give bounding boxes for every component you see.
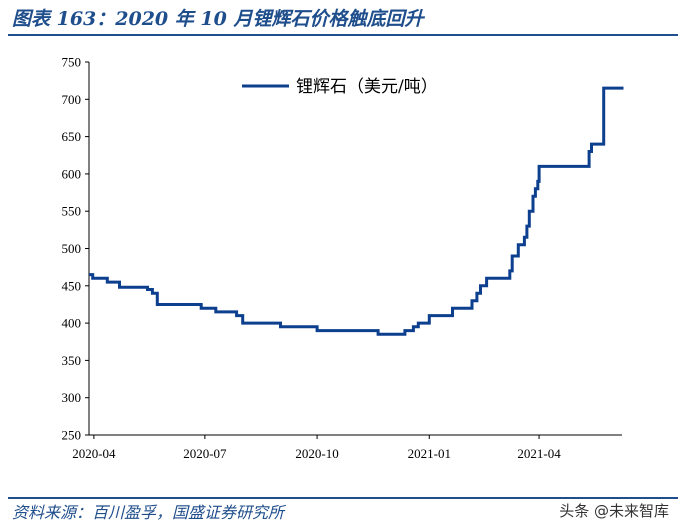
- title-rule: [8, 34, 678, 36]
- x-tick-label: 2020-10: [295, 446, 338, 461]
- chart-ticks: 250 300 350 400 450 500 550 600 650 700 750 2020-04…: [62, 55, 562, 462]
- chart-axes: [88, 62, 622, 436]
- y-tick-label: 500: [62, 241, 82, 256]
- chart-plot: [89, 86, 624, 336]
- y-tick-label: 600: [62, 166, 82, 181]
- y-tick-label: 750: [62, 55, 82, 70]
- x-tick-label: 2021-01: [408, 446, 451, 461]
- x-tick-label: 2020-04: [72, 446, 116, 461]
- y-tick-label: 350: [62, 353, 82, 368]
- source-rule: [8, 497, 678, 499]
- legend-label: 锂辉石（美元/吨）: [296, 77, 438, 97]
- watermark: 头条 @未来智库: [559, 502, 669, 520]
- y-tick-label: 650: [62, 129, 82, 144]
- y-tick-label: 450: [62, 278, 82, 293]
- x-tick-label: 2020-07: [183, 446, 227, 461]
- figure-title: 图表 163：2020 年 10 月锂辉石价格触底回升: [12, 8, 424, 30]
- x-tick-label: 2021-04: [517, 446, 561, 461]
- y-tick-label: 400: [62, 316, 82, 331]
- source-note: 资料来源：百川盈孚，国盛证券研究所: [12, 503, 285, 522]
- y-tick-label: 250: [62, 428, 82, 443]
- series-line: [89, 86, 624, 336]
- y-tick-label: 550: [62, 204, 82, 219]
- y-tick-label: 300: [62, 390, 82, 405]
- chart-legend: 锂辉石（美元/吨）: [242, 77, 438, 97]
- y-tick-label: 700: [62, 92, 82, 107]
